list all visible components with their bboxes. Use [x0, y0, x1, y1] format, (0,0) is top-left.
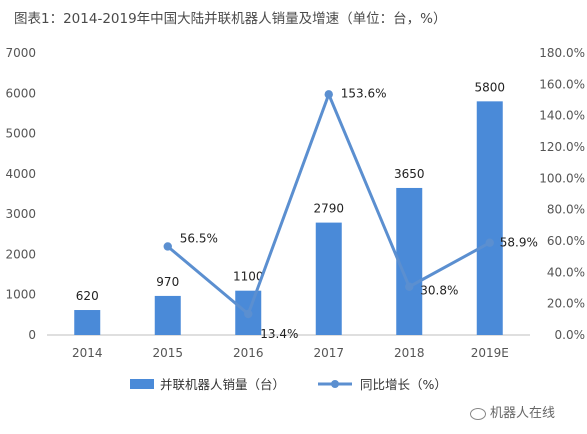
y-right-tick-label: 0.0%	[555, 328, 586, 342]
bar-value-label: 5800	[474, 80, 505, 94]
y-left-tick-label: 6000	[5, 86, 36, 100]
growth-point-2016	[244, 309, 253, 319]
x-tick-label: 2018	[394, 346, 425, 360]
legend-line-label: 同比增长（%）	[360, 377, 447, 392]
legend-bar-label: 并联机器人销量（台）	[160, 377, 285, 392]
y-right-tick-label: 100.0%	[539, 171, 585, 185]
y-right-tick-label: 120.0%	[539, 140, 585, 154]
growth-point-2015	[163, 242, 172, 251]
bar-value-label: 2790	[313, 202, 344, 216]
bar-value-label: 620	[76, 289, 99, 303]
x-tick-label: 2014	[72, 346, 103, 360]
y-left-tick-label: 4000	[5, 167, 36, 181]
x-tick-label: 2016	[233, 346, 264, 360]
y-left-tick-label: 1000	[5, 288, 36, 302]
bar-2015	[154, 295, 181, 335]
y-right-tick-label: 20.0%	[547, 297, 585, 311]
growth-point-2017	[324, 90, 333, 99]
growth-value-label: 30.8%	[420, 284, 458, 298]
growth-value-label: 153.6%	[341, 86, 387, 100]
y-right-tick-label: 60.0%	[547, 234, 585, 248]
y-left-tick-label: 7000	[5, 46, 36, 60]
bar-2014	[74, 310, 101, 335]
bar-value-label: 970	[156, 275, 179, 289]
growth-value-label: 58.9%	[500, 236, 538, 250]
bar-value-label: 3650	[394, 167, 425, 181]
bar-2018	[396, 187, 423, 335]
bar-2017	[315, 222, 342, 335]
y-right-tick-label: 80.0%	[547, 203, 585, 217]
bar-2019E	[476, 101, 503, 335]
y-right-tick-label: 140.0%	[539, 109, 585, 123]
growth-value-label: 13.4%	[260, 327, 298, 341]
y-right-tick-label: 160.0%	[539, 77, 585, 91]
y-left-tick-label: 5000	[5, 127, 36, 141]
wechat-icon	[470, 407, 486, 420]
y-left-tick-label: 3000	[5, 207, 36, 221]
watermark: 机器人在线	[470, 402, 555, 421]
growth-point-2019E	[485, 238, 494, 247]
growth-point-2018	[405, 282, 414, 291]
growth-value-label: 56.5%	[180, 231, 218, 245]
y-right-tick-label: 40.0%	[547, 265, 585, 279]
x-tick-label: 2015	[152, 346, 183, 360]
legend-line-marker	[331, 380, 339, 388]
y-left-tick-label: 2000	[5, 247, 36, 261]
chart-title: 图表1：2014-2019年中国大陆并联机器人销量及增速（单位：台，%）	[14, 11, 447, 27]
y-right-tick-label: 180.0%	[539, 46, 585, 60]
watermark-text: 机器人在线	[490, 406, 556, 421]
x-tick-label: 2017	[313, 346, 344, 360]
legend-bar-swatch	[130, 379, 154, 389]
x-tick-label: 2019E	[471, 346, 509, 360]
bar-value-label: 1100	[233, 270, 264, 284]
y-left-tick-label: 0	[28, 328, 36, 342]
